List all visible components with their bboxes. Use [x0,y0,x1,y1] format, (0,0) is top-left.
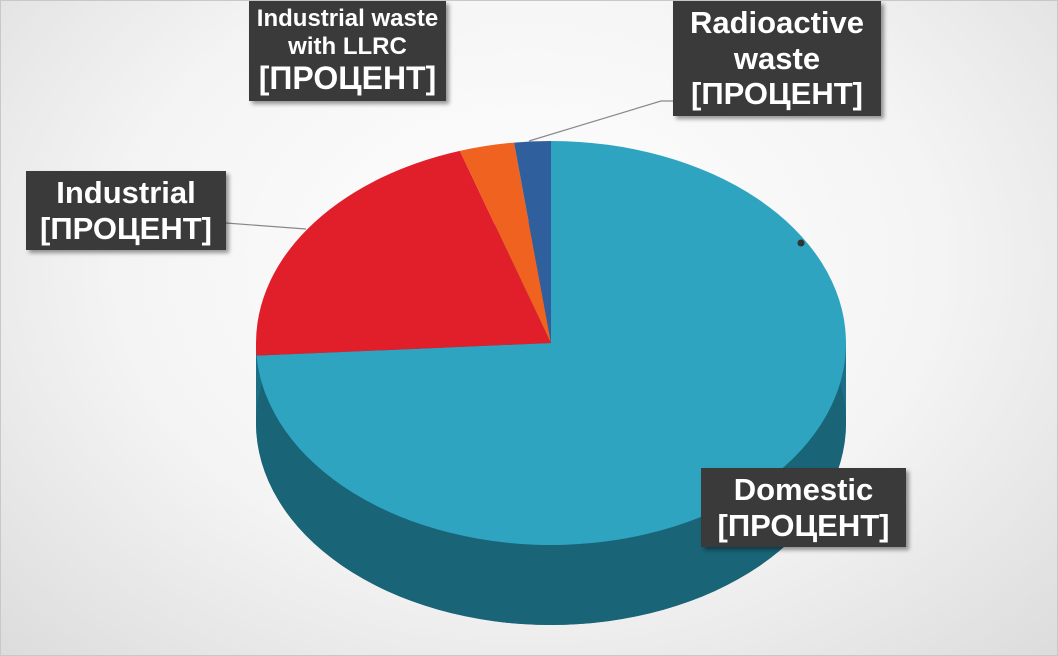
pie-slice [256,141,846,545]
label-category: Industrial waste with LLRC [256,5,439,60]
data-label: Industrial [ПРОЦЕНТ] [26,171,226,251]
data-label: Industrial waste with LLRC [ПРОЦЕНТ] [249,1,446,101]
label-value: [ПРОЦЕНТ] [717,507,890,543]
label-category: Domestic [733,472,874,507]
label-value: [ПРОЦЕНТ] [40,210,212,246]
data-label: Radioactive waste [ПРОЦЕНТ] [673,1,881,116]
label-category: Industrial [56,175,196,210]
pie-slice [459,142,551,343]
label-value: [ПРОЦЕНТ] [691,76,863,112]
label-category: Radioactive waste [689,5,864,76]
data-label: Domestic [ПРОЦЕНТ] [701,468,906,548]
leader-line [528,100,673,142]
label-value: [ПРОЦЕНТ] [258,60,437,97]
pie-slice [255,150,551,356]
label-anchor-dot [797,239,805,247]
pie-slice [514,141,551,343]
leader-line [225,222,307,230]
